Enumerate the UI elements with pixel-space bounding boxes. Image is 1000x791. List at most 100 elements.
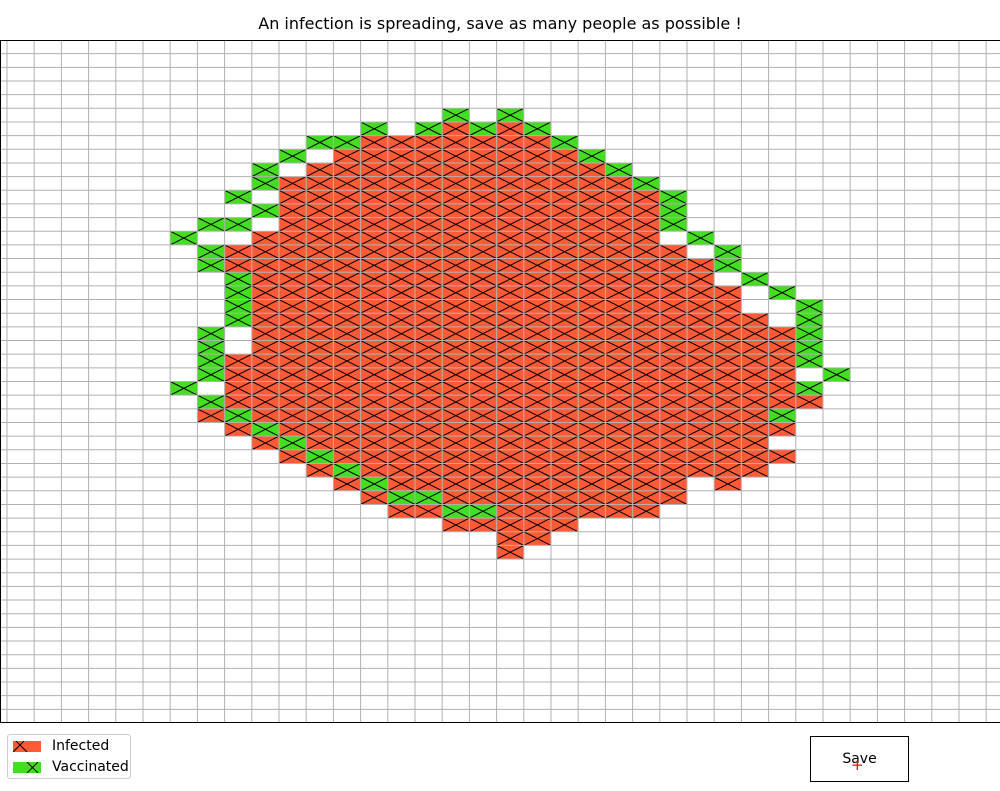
hatch-line (387, 490, 416, 505)
hatch-line (251, 408, 280, 423)
hatch-line (333, 340, 361, 355)
legend-label-vaccinated: Vaccinated (52, 759, 129, 775)
save-button[interactable]: Save + (810, 736, 909, 782)
hatch-line (713, 258, 742, 273)
infection-grid[interactable] (0, 40, 1000, 723)
hatch-line (305, 203, 334, 219)
hatch-line (441, 244, 470, 260)
hatch-line (768, 367, 797, 382)
hatch-line (577, 312, 606, 328)
hatch-line (469, 176, 497, 191)
hatch-line (659, 490, 688, 505)
hatch-line (251, 285, 280, 300)
hatch-line (713, 435, 742, 451)
hatch-line (632, 285, 661, 300)
hatch-line (550, 299, 579, 314)
hatch-line (414, 435, 443, 451)
hatch-line (441, 353, 470, 369)
hatch-line (305, 176, 334, 191)
hatch-line (632, 299, 661, 314)
hatch-line (550, 135, 579, 150)
hatch-line (659, 340, 688, 355)
hatch-line (278, 271, 307, 287)
hatch-line (577, 340, 606, 355)
hatch-line (278, 435, 307, 451)
hatch-line (278, 422, 307, 437)
hatch-line (360, 162, 389, 178)
hatch-line (333, 176, 361, 191)
hatch-line (632, 394, 661, 410)
hatch-line (414, 353, 443, 369)
hatch-line (469, 299, 497, 314)
hatch-line (251, 367, 280, 382)
hatch-line (550, 435, 579, 451)
hatch-line (387, 463, 416, 478)
hatch-line (795, 353, 824, 369)
hatch-line (605, 244, 633, 260)
hatch-line (360, 135, 389, 150)
hatch-line (659, 367, 688, 382)
hatch-line (605, 394, 633, 410)
hatch-line (632, 230, 661, 246)
hatch-line (605, 258, 633, 273)
hatch-line (577, 353, 606, 369)
hatch-line (550, 326, 579, 341)
hatch-line (360, 203, 389, 219)
hatch-line (251, 381, 280, 396)
hatch-line (387, 176, 416, 191)
hatch-line (224, 408, 253, 423)
hatch-line (197, 244, 225, 260)
hatch-line (523, 135, 552, 150)
hatch-line (686, 258, 715, 273)
hatch-line (333, 148, 361, 164)
hatch-line (278, 326, 307, 341)
hatch-line (496, 299, 525, 314)
hatch-line (523, 422, 552, 437)
hatch-line (523, 517, 552, 533)
hatch-line (441, 107, 470, 123)
hatch-line (387, 449, 416, 464)
hatch-line (360, 271, 389, 287)
hatch-line (523, 394, 552, 410)
hatch-line (713, 285, 742, 300)
hatch-line (305, 189, 334, 205)
hatch-line (713, 476, 742, 492)
hatch-line (360, 435, 389, 451)
hatch-line (224, 367, 253, 382)
hatch-line (605, 476, 633, 492)
hatch-line (713, 340, 742, 355)
hatch-line (577, 435, 606, 451)
hatch-line (741, 271, 769, 287)
hatch-line (605, 353, 633, 369)
hatch-line (305, 435, 334, 451)
hatch-line (659, 203, 688, 219)
hatch-line (251, 230, 280, 246)
hatch-line (632, 463, 661, 478)
hatch-line (251, 176, 280, 191)
hatch-line (550, 271, 579, 287)
hatch-line (768, 381, 797, 396)
hatch-line (169, 381, 198, 396)
hatch-line (387, 367, 416, 382)
hatch-line (523, 217, 552, 232)
hatch-line (496, 230, 525, 246)
hatch-line (414, 394, 443, 410)
hatch-line (632, 326, 661, 341)
hatch-line (469, 340, 497, 355)
hatch-line (387, 162, 416, 178)
hatch-line (577, 326, 606, 341)
hatch-line (305, 367, 334, 382)
hatch-line (550, 312, 579, 328)
hatch-line (768, 326, 797, 341)
hatch-line (360, 312, 389, 328)
hatch-line (469, 490, 497, 505)
hatch-line (360, 230, 389, 246)
hatch-line (577, 230, 606, 246)
hatch-line (469, 381, 497, 396)
hatch-line (632, 353, 661, 369)
hatch-line (741, 340, 769, 355)
hatch-line (713, 244, 742, 260)
hatch-line (577, 381, 606, 396)
hatch-line (686, 408, 715, 423)
hatch-line (523, 503, 552, 519)
